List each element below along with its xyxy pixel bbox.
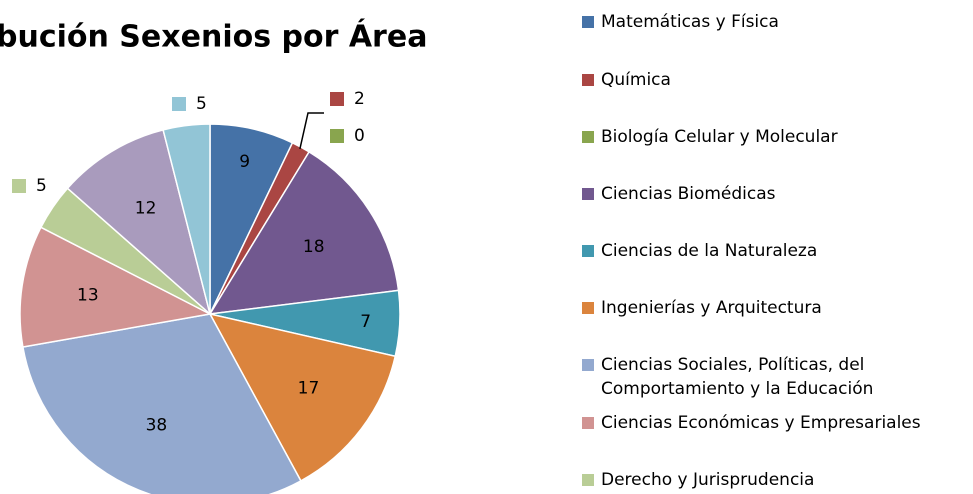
label-key — [330, 129, 344, 143]
pie-slice — [22, 313, 302, 494]
data-label: 9 — [239, 152, 250, 172]
legend-key — [582, 302, 594, 314]
legend-key — [582, 245, 594, 257]
legend-label: Biología Celular y Molecular — [601, 127, 838, 147]
data-label: 38 — [146, 415, 168, 435]
label-key — [172, 97, 186, 111]
legend-key — [582, 359, 594, 371]
pie-slice — [208, 150, 400, 315]
pie-slice — [19, 226, 213, 348]
legend-label: Derecho y Jurisprudencia — [601, 470, 814, 490]
data-label: 2 — [354, 89, 365, 109]
data-label: 7 — [360, 312, 371, 332]
pie-slice — [162, 123, 211, 315]
legend-key — [582, 188, 594, 200]
data-label: 18 — [303, 237, 325, 257]
legend-label: Ciencias Biomédicas — [601, 184, 776, 204]
label-key — [330, 92, 344, 106]
data-label: 5 — [36, 176, 47, 196]
data-label: 17 — [298, 379, 320, 399]
legend-label: Ingenierías y Arquitectura — [601, 298, 822, 318]
legend-key — [582, 16, 594, 28]
data-label: 5 — [196, 94, 207, 114]
legend-label: Ciencias Sociales, Políticas, del Comport… — [601, 355, 873, 399]
legend-label: Ciencias de la Naturaleza — [601, 241, 817, 261]
legend-key — [582, 74, 594, 86]
chart-title: bución Sexenios por Área — [0, 19, 427, 55]
data-label: 12 — [135, 199, 157, 219]
legend-label: Ciencias Económicas y Empresariales — [601, 413, 921, 433]
pie-slice — [208, 312, 397, 482]
legend-label: Matemáticas y Física — [601, 12, 779, 32]
label-key — [12, 179, 26, 193]
legend-label: Química — [601, 70, 671, 90]
data-label: 0 — [354, 126, 365, 146]
legend-key — [582, 131, 594, 143]
legend-key — [582, 474, 594, 486]
data-label: 13 — [77, 286, 99, 306]
legend-key — [582, 417, 594, 429]
leader-line — [299, 112, 324, 150]
